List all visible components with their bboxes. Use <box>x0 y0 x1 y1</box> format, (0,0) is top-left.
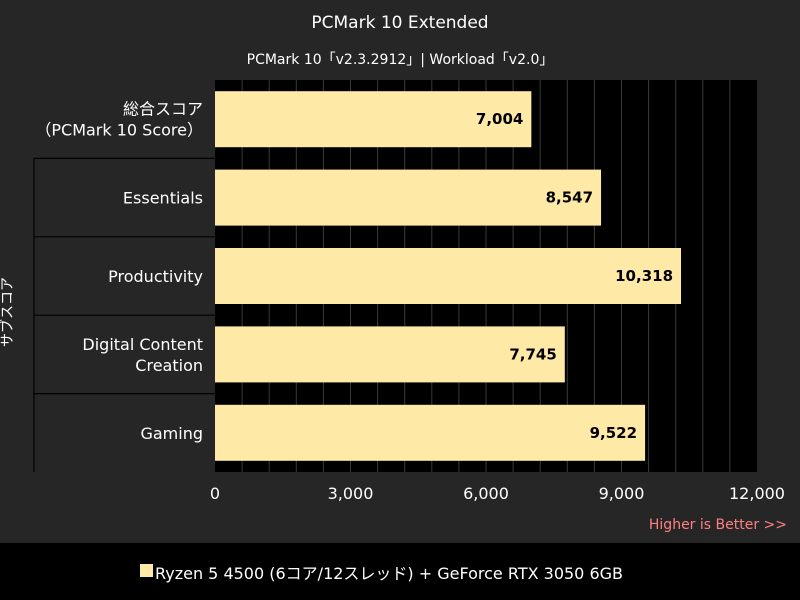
bar <box>215 91 532 148</box>
bar-value-label: 7,745 <box>509 345 556 363</box>
bar <box>215 169 602 226</box>
category-label: Productivity <box>108 267 203 286</box>
bar-value-label: 8,547 <box>546 189 593 207</box>
legend-label: Ryzen 5 4500 (6コア/12スレッド) + GeForce RTX … <box>155 564 623 583</box>
bar-value-label: 9,522 <box>590 424 637 442</box>
legend-swatch <box>140 564 153 577</box>
chart-title: PCMark 10 Extended <box>311 13 488 33</box>
subscore-group-label: サブスコア <box>0 277 16 347</box>
x-tick-label: 6,000 <box>463 484 509 503</box>
bar <box>215 326 565 383</box>
x-tick-label: 0 <box>210 484 220 503</box>
higher-is-better-note: Higher is Better >> <box>649 517 787 533</box>
bar-value-label: 7,004 <box>476 110 523 128</box>
category-labels: 総合スコア （PCMark 10 Score） Essentials Producti… <box>35 100 203 443</box>
bar <box>215 404 646 461</box>
x-axis: 0 3,000 6,000 9,000 12,000 <box>210 484 785 503</box>
chart-subtitle: PCMark 10「v2.3.2912」| Workload「v2.0」 <box>247 52 554 68</box>
category-label: Gaming <box>140 424 203 443</box>
legend <box>0 543 800 600</box>
x-tick-label: 9,000 <box>599 484 645 503</box>
bar-group: 7,004 8,547 10,318 7,745 9,522 <box>215 91 682 461</box>
category-label: 総合スコア <box>123 100 203 119</box>
row-separators <box>33 157 215 472</box>
bar-value-label: 10,318 <box>615 267 673 285</box>
bar <box>215 248 682 304</box>
x-tick-label: 3,000 <box>328 484 374 503</box>
x-tick-label: 12,000 <box>729 484 785 503</box>
category-label: （PCMark 10 Score） <box>35 121 203 140</box>
category-label: Digital Content <box>82 335 203 354</box>
category-label: Essentials <box>123 189 203 208</box>
category-label: Creation <box>135 356 203 375</box>
